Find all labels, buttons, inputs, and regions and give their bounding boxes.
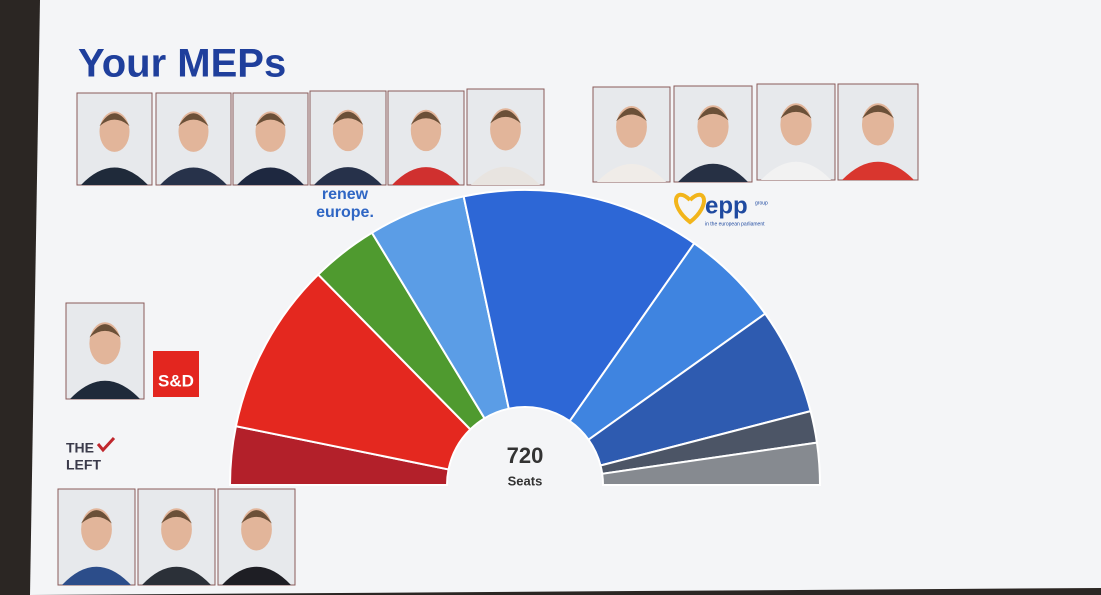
portrait xyxy=(65,302,145,400)
portrait-face xyxy=(89,322,121,365)
portrait-face xyxy=(780,103,812,146)
hemicycle xyxy=(228,189,822,562)
portrait-body xyxy=(842,161,914,180)
portrait-hair xyxy=(862,105,894,119)
portrait-face xyxy=(410,109,442,152)
portrait-face xyxy=(241,508,272,551)
portrait xyxy=(756,83,836,181)
portrait-hair xyxy=(99,113,130,127)
seat-label: Seats xyxy=(508,473,543,488)
portrait-hair xyxy=(490,110,521,124)
portrait-body xyxy=(314,167,382,185)
portrait xyxy=(837,83,919,181)
portrait-face xyxy=(178,111,209,152)
portrait-body xyxy=(62,566,131,585)
portrait-hair xyxy=(697,107,729,121)
portrait-hair xyxy=(332,111,364,125)
portrait-body xyxy=(142,566,211,585)
left-logo-check xyxy=(96,436,116,453)
portrait-hair xyxy=(410,111,442,125)
portrait xyxy=(232,92,309,186)
portrait xyxy=(137,488,216,586)
portrait-hair xyxy=(255,113,286,127)
portrait xyxy=(309,90,387,186)
portrait-hair xyxy=(89,324,121,338)
portrait-body xyxy=(678,163,748,182)
portrait xyxy=(57,488,136,586)
portrait-body xyxy=(392,167,460,185)
portrait-face xyxy=(161,508,192,551)
portrait-body xyxy=(761,161,831,180)
hemicycle-hole xyxy=(448,408,602,562)
portrait-face xyxy=(697,105,729,148)
portrait-face xyxy=(490,108,521,151)
portraits xyxy=(57,83,919,586)
portrait xyxy=(592,86,671,183)
left-logo-line: THE xyxy=(66,440,94,456)
renew-logo-line: renew xyxy=(322,186,369,203)
portrait-body xyxy=(471,166,540,185)
portrait-hair xyxy=(161,510,192,524)
portrait-hair xyxy=(81,510,112,524)
portrait xyxy=(387,90,465,186)
portrait-hair xyxy=(241,510,272,524)
portrait-body xyxy=(237,167,304,185)
epp-logo: epp xyxy=(705,192,748,219)
portrait-face xyxy=(332,109,364,152)
portrait-face xyxy=(81,508,112,551)
slide-title: Your MEPs xyxy=(78,42,286,86)
portrait-body xyxy=(70,380,140,399)
portrait-hair xyxy=(780,105,812,119)
epp-sub: group xyxy=(755,200,768,206)
sd-logo: S&D xyxy=(158,371,194,390)
portrait xyxy=(217,488,296,586)
portrait-body xyxy=(81,167,148,185)
epp-sub: in the european parliament xyxy=(705,221,765,227)
portrait-body xyxy=(597,163,666,182)
epp-heart xyxy=(674,192,706,225)
portrait-hair xyxy=(616,107,647,122)
left-logo-line: LEFT xyxy=(66,457,101,473)
portrait-face xyxy=(862,103,894,146)
portrait-face xyxy=(255,111,286,152)
renew-logo-line: europe. xyxy=(316,204,374,221)
portrait xyxy=(673,85,753,183)
portrait-body xyxy=(160,167,227,185)
portrait xyxy=(466,88,545,186)
portrait-hair xyxy=(178,113,209,127)
portrait-face xyxy=(99,111,130,152)
seat-total: 720 xyxy=(507,443,544,468)
seat-segment xyxy=(462,189,696,423)
seat-segment xyxy=(234,273,472,471)
portrait-body xyxy=(222,566,291,585)
portrait xyxy=(155,92,232,186)
seat-segment xyxy=(601,441,822,486)
portrait xyxy=(76,92,153,186)
sd-logo-box xyxy=(153,351,199,397)
portrait-face xyxy=(616,106,647,148)
